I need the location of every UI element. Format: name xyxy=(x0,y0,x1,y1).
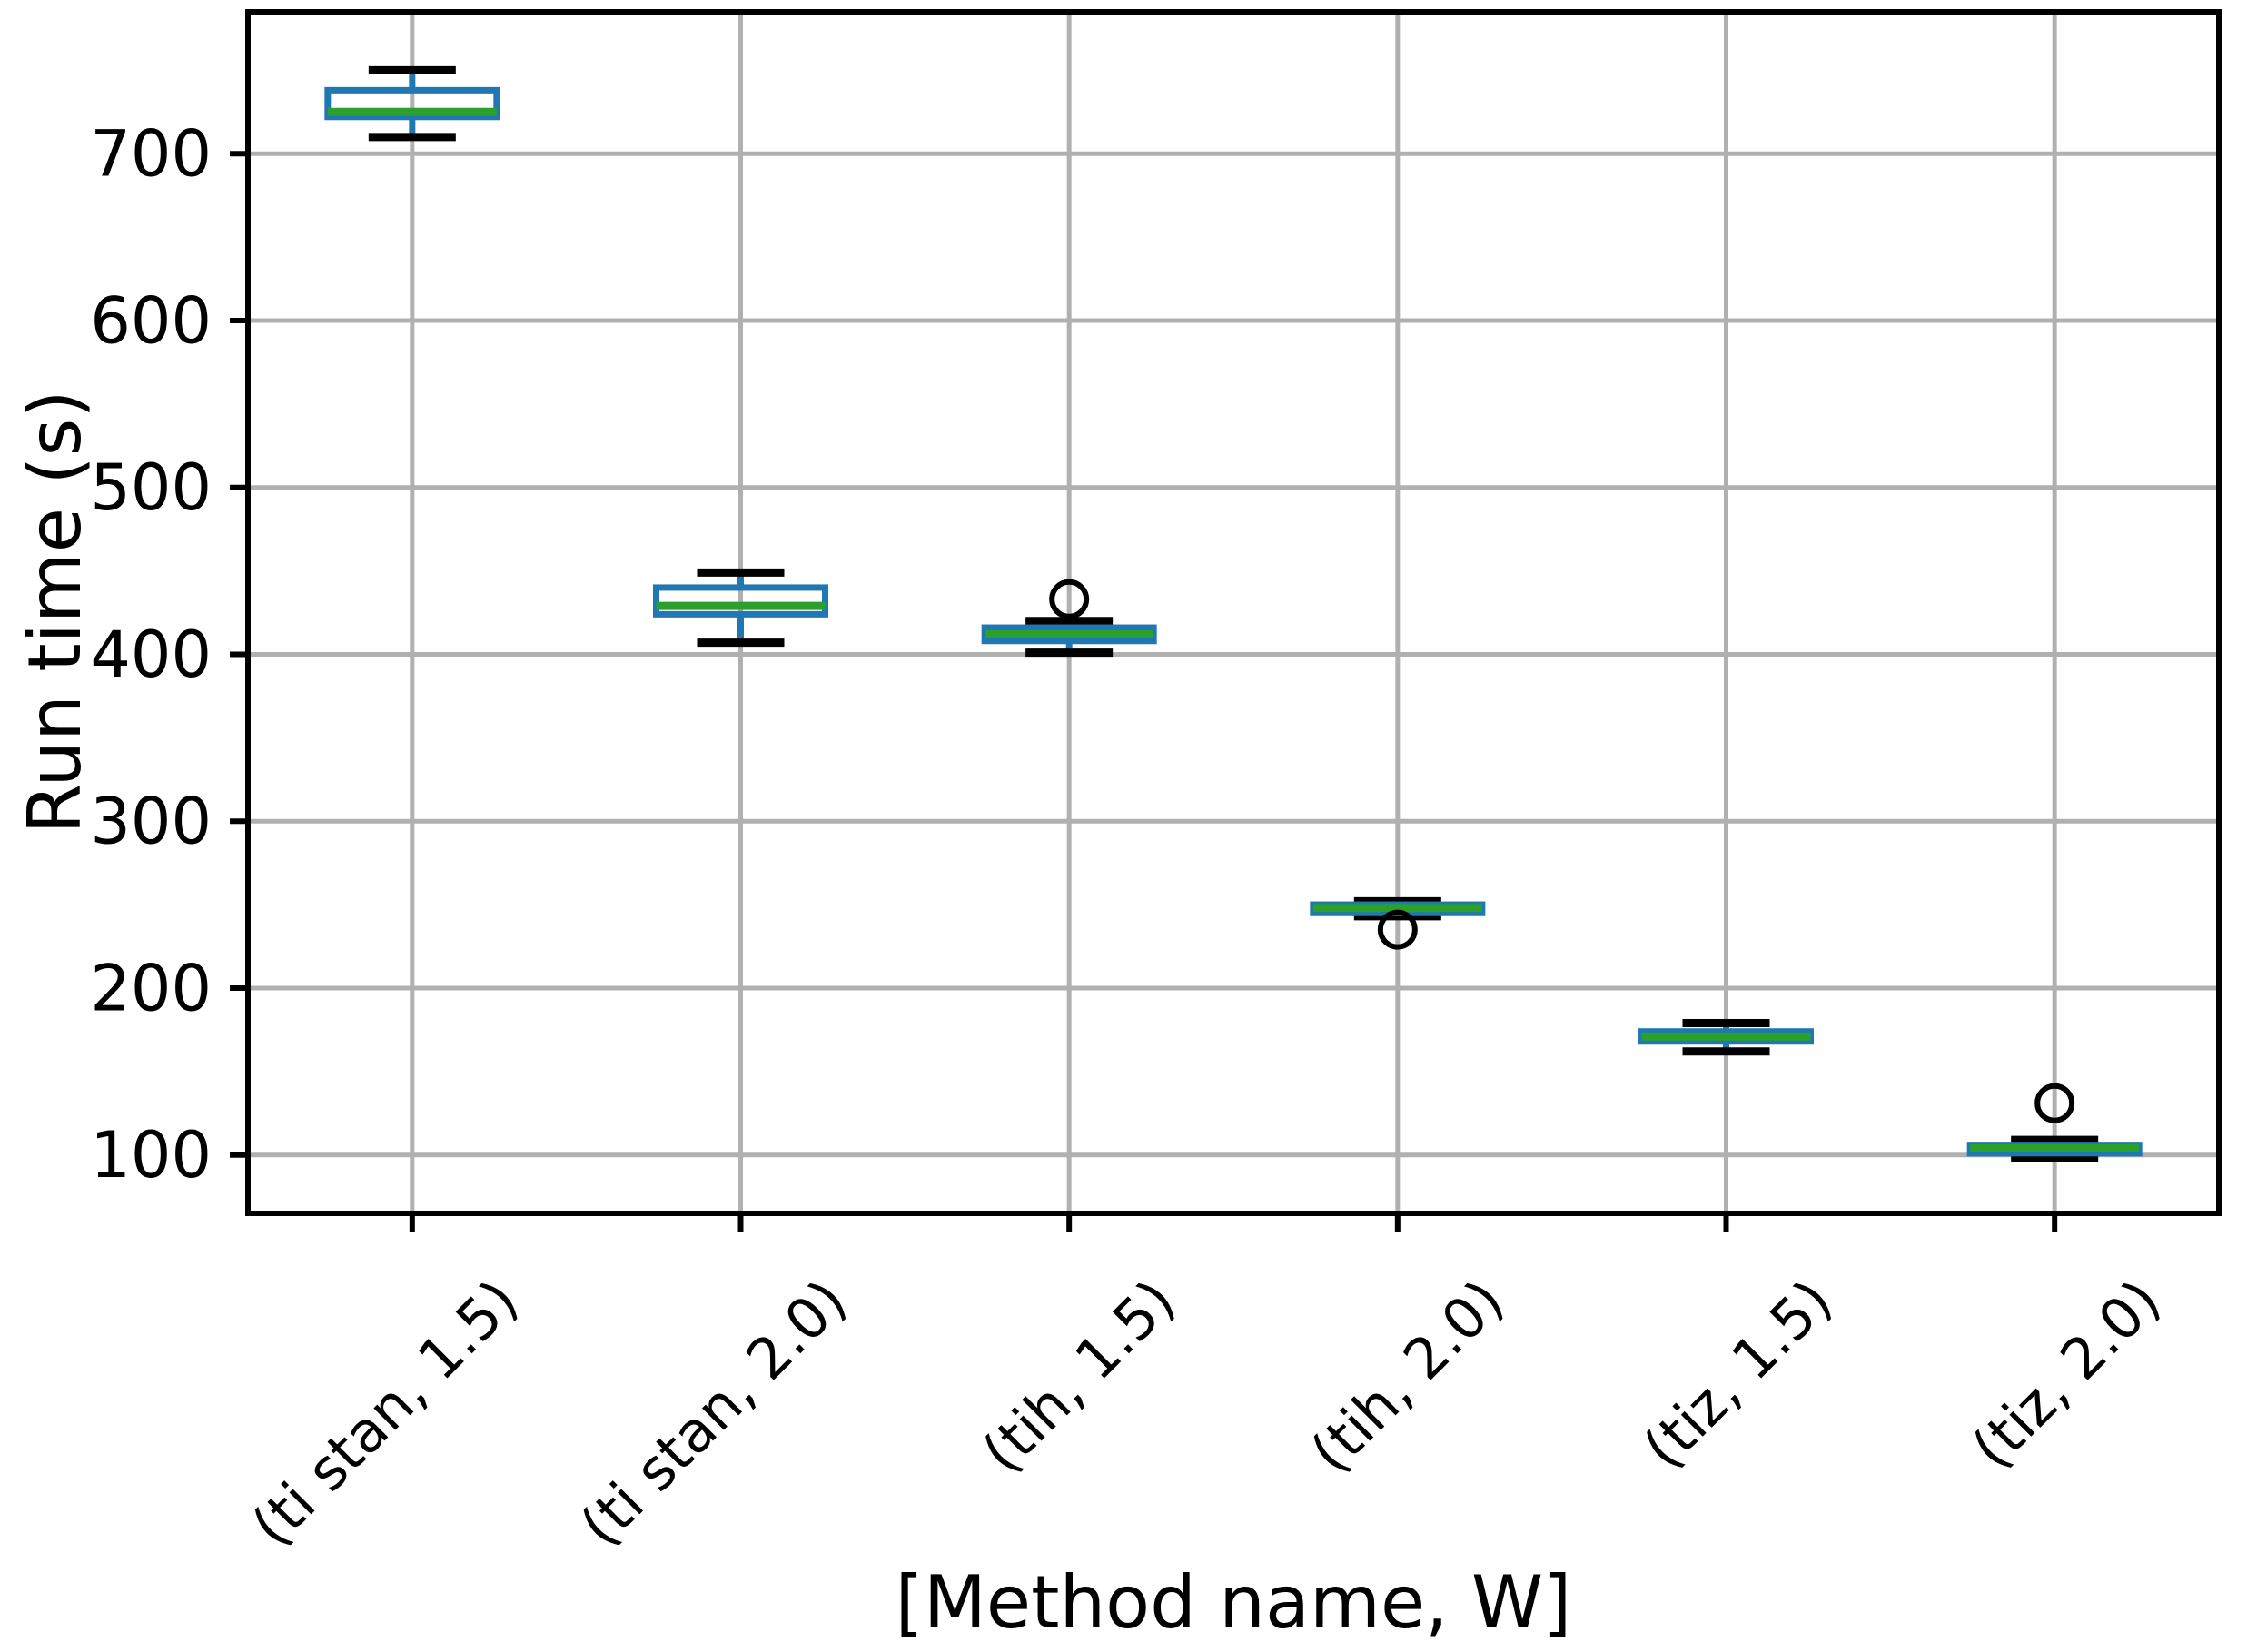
box-group xyxy=(1638,1019,1814,1056)
x-tick-label: (tih, 1.5) xyxy=(969,1267,1188,1486)
y-tick-label: 100 xyxy=(90,1118,212,1192)
x-tick-label: (ti stan, 2.0) xyxy=(568,1267,859,1558)
y-tick-label: 600 xyxy=(90,283,212,358)
outlier-point xyxy=(1377,909,1418,950)
y-tick-label: 700 xyxy=(90,117,212,192)
axis-layer: 100 200 300 400 500 600 700 (ti stan, 1.5) (ti s… xyxy=(90,9,2222,1558)
box-group xyxy=(1310,896,1486,950)
x-axis-title: [Method name, W] xyxy=(896,1560,1572,1645)
label-layer: [Method name, W] Run time (s) xyxy=(13,390,1571,1645)
box-layer xyxy=(324,65,2143,1162)
x-tick-label: (tih, 2.0) xyxy=(1298,1267,1517,1486)
box-group xyxy=(1966,1083,2143,1162)
y-tick-label: 300 xyxy=(90,785,212,859)
box-rect xyxy=(653,584,828,618)
y-axis-title: Run time (s) xyxy=(13,390,97,834)
box-rect xyxy=(324,86,500,121)
box-group xyxy=(653,568,828,648)
box-group xyxy=(981,579,1157,658)
x-tick-label: (ti stan, 1.5) xyxy=(239,1267,530,1558)
outlier-point xyxy=(2034,1083,2075,1123)
box-group xyxy=(324,65,500,142)
y-tick-label: 400 xyxy=(90,618,212,692)
plot-border xyxy=(245,9,2222,1216)
outlier-point xyxy=(1049,579,1090,619)
x-tick-label: (tiz, 1.5) xyxy=(1630,1267,1845,1481)
y-tick-label: 200 xyxy=(90,951,212,1025)
grid-layer xyxy=(248,12,2219,1213)
y-tick-label: 500 xyxy=(90,450,212,525)
x-tick-label: (tiz, 2.0) xyxy=(1959,1267,2173,1481)
